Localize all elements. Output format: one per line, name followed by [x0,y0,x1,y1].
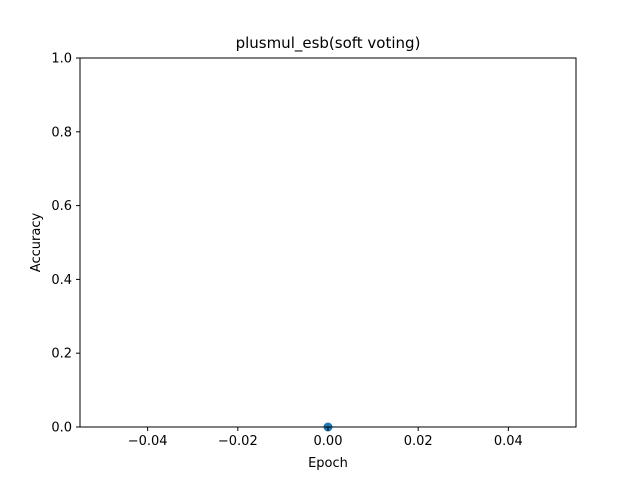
y-tick-label: 0.4 [51,273,72,288]
y-tick-label: 1.0 [51,52,72,67]
y-tick-label: 0.8 [51,125,72,140]
x-tick-label: 0.00 [314,434,343,449]
y-tick-label: 0.2 [51,347,72,362]
x-tick-label: −0.02 [218,434,258,449]
chart-title: plusmul_esb(soft voting) [236,34,421,53]
x-tick-label: 0.04 [494,434,523,449]
y-axis-label: Accuracy [29,213,44,273]
x-tick-label: 0.02 [404,434,433,449]
x-tick-label: −0.04 [128,434,168,449]
x-axis-label: Epoch [308,456,348,471]
y-tick-label: 0.0 [51,421,72,436]
ticks-layer: −0.04 −0.02 0.00 0.02 0.04 0.0 0.2 0.4 0.6 0.8 1.0 [51,52,523,450]
y-tick-label: 0.6 [51,199,72,214]
